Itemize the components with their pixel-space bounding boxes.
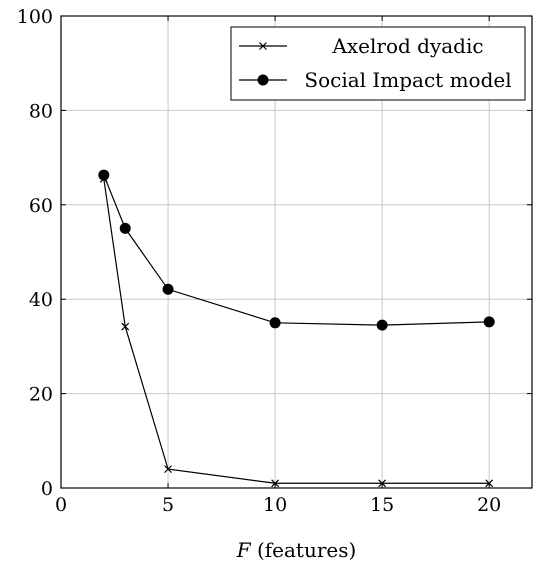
legend-marker bbox=[259, 42, 267, 50]
x-tick-label: 15 bbox=[370, 494, 394, 516]
data-point bbox=[164, 465, 172, 474]
plot-area-frame bbox=[60, 15, 533, 489]
x-axis-label-text: (features) bbox=[251, 538, 357, 562]
data-point bbox=[119, 222, 131, 234]
data-point bbox=[483, 316, 495, 328]
legend-label: Axelrod dyadic bbox=[331, 34, 483, 58]
x-axis-label: F (features) bbox=[236, 538, 357, 562]
data-point bbox=[269, 317, 281, 329]
legend: Axelrod dyadic Social Impact model bbox=[230, 26, 526, 101]
x-tick-label: 10 bbox=[263, 494, 287, 516]
legend-box bbox=[230, 26, 526, 101]
y-tick-label: 80 bbox=[29, 100, 53, 122]
y-tick-label: 100 bbox=[17, 6, 53, 28]
y-tick-label: 40 bbox=[29, 289, 53, 311]
data-point bbox=[162, 283, 174, 295]
y-tick-label: 0 bbox=[41, 478, 53, 500]
series-layer bbox=[98, 169, 495, 488]
data-point bbox=[376, 319, 388, 331]
series-2 bbox=[98, 169, 495, 331]
data-point bbox=[98, 169, 110, 181]
series-1 bbox=[99, 174, 494, 488]
x-tick-label: 20 bbox=[477, 494, 501, 516]
legend-entry: Social Impact model bbox=[239, 68, 512, 92]
legend-label: Social Impact model bbox=[304, 68, 511, 92]
series-line bbox=[103, 178, 490, 484]
legend-entry: Axelrod dyadic bbox=[239, 34, 484, 58]
legend-marker bbox=[257, 74, 269, 86]
data-point bbox=[271, 479, 280, 488]
y-tick-label: 20 bbox=[29, 384, 53, 406]
data-point bbox=[485, 479, 494, 488]
data-point bbox=[378, 479, 387, 488]
axis-ticks: 0 5 10 15 20 0 20 40 60 80 100 bbox=[17, 6, 532, 516]
x-axis-variable: F bbox=[236, 538, 252, 562]
y-tick-label: 60 bbox=[29, 195, 53, 217]
series-line bbox=[103, 174, 490, 326]
x-tick-label: 5 bbox=[162, 494, 174, 516]
x-tick-label: 0 bbox=[55, 494, 67, 516]
data-point bbox=[121, 322, 130, 331]
